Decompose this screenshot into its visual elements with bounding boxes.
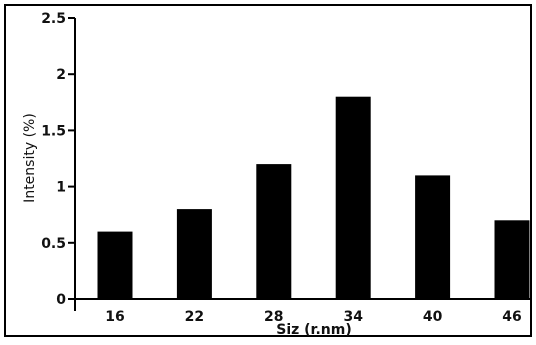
y-tick-label-0.5: 0.5 <box>41 236 66 252</box>
x-tick-label-46: 46 <box>502 309 521 325</box>
bar-40 <box>415 175 451 299</box>
bar-46 <box>494 220 530 299</box>
x-tick-label-28: 28 <box>264 309 283 325</box>
y-ticks-group: 0 0.5 1 1.5 2 2.5 <box>41 11 75 308</box>
bar-22 <box>176 209 212 299</box>
bar-28 <box>256 164 292 299</box>
y-tick-label-1.5: 1.5 <box>41 123 66 139</box>
y-axis-label: Intensity (%) <box>22 113 38 203</box>
bar-34 <box>335 96 371 299</box>
x-ticks-group: 16 22 28 34 40 46 <box>105 309 521 325</box>
x-tick-label-16: 16 <box>105 309 124 325</box>
y-tick-label-2: 2 <box>56 67 66 83</box>
x-tick-label-22: 22 <box>185 309 204 325</box>
y-tick-label-2.5: 2.5 <box>41 11 66 27</box>
x-axis-label: Siz (r.nm) <box>276 322 351 338</box>
y-tick-label-0: 0 <box>56 292 66 308</box>
x-tick-label-40: 40 <box>423 309 443 325</box>
chart-border <box>4 4 532 337</box>
bars-group <box>97 96 530 299</box>
bar-16 <box>97 231 133 299</box>
x-tick-label-34: 34 <box>343 309 363 325</box>
y-tick-label-1: 1 <box>56 180 66 196</box>
